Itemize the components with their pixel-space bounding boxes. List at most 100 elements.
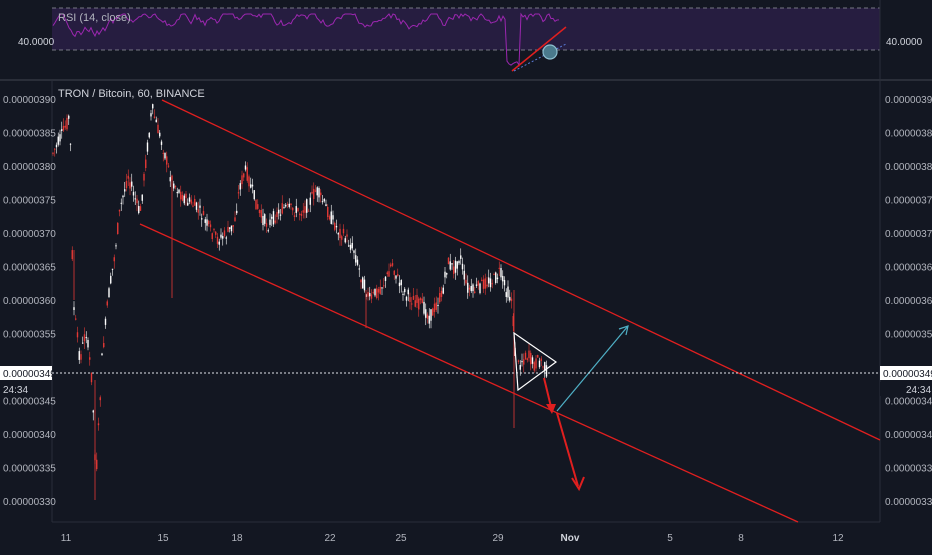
candle-body [143,173,145,181]
candle-body [141,194,143,201]
candle-body [59,134,61,142]
current-price-tag-left [0,366,52,380]
candle-body [61,129,63,131]
up-arrow[interactable] [556,325,629,412]
candle-body [55,144,58,148]
current-price-tag-right [880,366,932,380]
price-axis-right[interactable]: 0.00000390 0.00000385 0.00000380 0.00000375… [885,95,932,508]
price-axis-left[interactable]: 0.00000390 0.00000385 0.00000380 0.00000375… [3,95,56,508]
candle-body [199,205,201,208]
candle-body [206,219,208,226]
candle-body [145,159,147,168]
candle-body [528,350,530,359]
time-axis[interactable]: 11 15 18 22 25 29 Nov 5 8 12 [61,533,844,544]
candle-body [96,459,98,470]
candle-body [103,343,105,348]
candle-body [342,228,345,234]
candle-body [332,215,334,220]
candle-body [405,296,408,301]
down-arrow-2[interactable] [556,412,579,487]
candle-body [461,263,464,270]
candle-body [167,165,170,167]
candle-body [64,125,66,128]
candle-body [276,211,278,217]
candle-body [169,177,171,182]
candle-body [488,277,490,284]
channel-upper-line[interactable] [161,99,881,441]
price-tick-label: 0.00000360 [3,296,56,307]
candle-body [246,167,248,181]
candle-body [313,188,315,200]
candle-body [409,297,411,302]
candle-body [155,119,157,123]
candle-body [279,214,282,216]
candle-body [491,283,493,285]
candle-body [475,284,478,286]
candle-body [187,202,189,206]
candle-body [171,175,173,180]
candle-body [521,361,523,363]
candle-body [486,284,488,287]
candle-body [136,198,138,204]
candle-body [530,352,532,365]
candle-body [190,199,192,204]
candle-body [213,229,215,231]
candle-body [288,203,290,208]
candle-body [216,236,219,244]
candle-body [472,284,474,292]
candle-body [311,191,313,194]
candle-body [523,359,525,365]
candle-body [124,189,126,192]
candle-body [453,266,455,274]
countdown-right: 24:34 [906,385,931,396]
price-tick-label: 0.00000360 [885,296,932,307]
price-tick-label: 0.00000390 [885,95,932,106]
candle-body [194,198,196,206]
candle-body [215,231,217,235]
candle-body [162,152,164,154]
candle-body [229,227,231,229]
candle-body [255,199,257,210]
candle-body [344,238,346,243]
candle-body [391,263,394,266]
candles [52,103,548,500]
candle-body [507,286,509,298]
rsi-trendline-up[interactable] [511,26,567,72]
candle-body [293,215,296,217]
candle-body [260,209,262,218]
candle-body [120,202,122,204]
candle-body [285,204,287,207]
candle-body [132,191,135,196]
candle-body [183,195,185,204]
candle-body [440,290,443,297]
price-tick-label: 0.00000355 [885,330,932,341]
candle-body [349,244,352,250]
candle-body [407,289,409,295]
candle-body [381,287,383,289]
candle-body [446,273,448,275]
rsi-line [52,12,560,67]
date-tick-label: 15 [157,533,169,544]
candle-body [437,305,439,307]
rsi-trendline-dotted[interactable] [513,43,567,72]
candle-body [262,216,264,226]
candle-body [272,211,275,225]
price-tick-label: 0.00000370 [885,229,932,240]
candle-body [377,289,380,293]
triangle-pattern[interactable] [513,331,558,392]
candle-body [258,209,261,214]
price-tick-label: 0.00000355 [3,330,56,341]
rsi-circle-marker[interactable] [542,44,558,60]
candle-body [481,279,483,281]
candle-body [360,279,362,283]
price-tick-label: 0.00000345 [885,397,932,408]
candle-body [227,226,229,232]
candle-body [115,245,117,247]
candle-body [341,236,343,240]
candle-body [278,209,280,214]
candle-body [54,148,56,150]
candle-body [372,292,374,294]
candle-body [271,216,273,219]
